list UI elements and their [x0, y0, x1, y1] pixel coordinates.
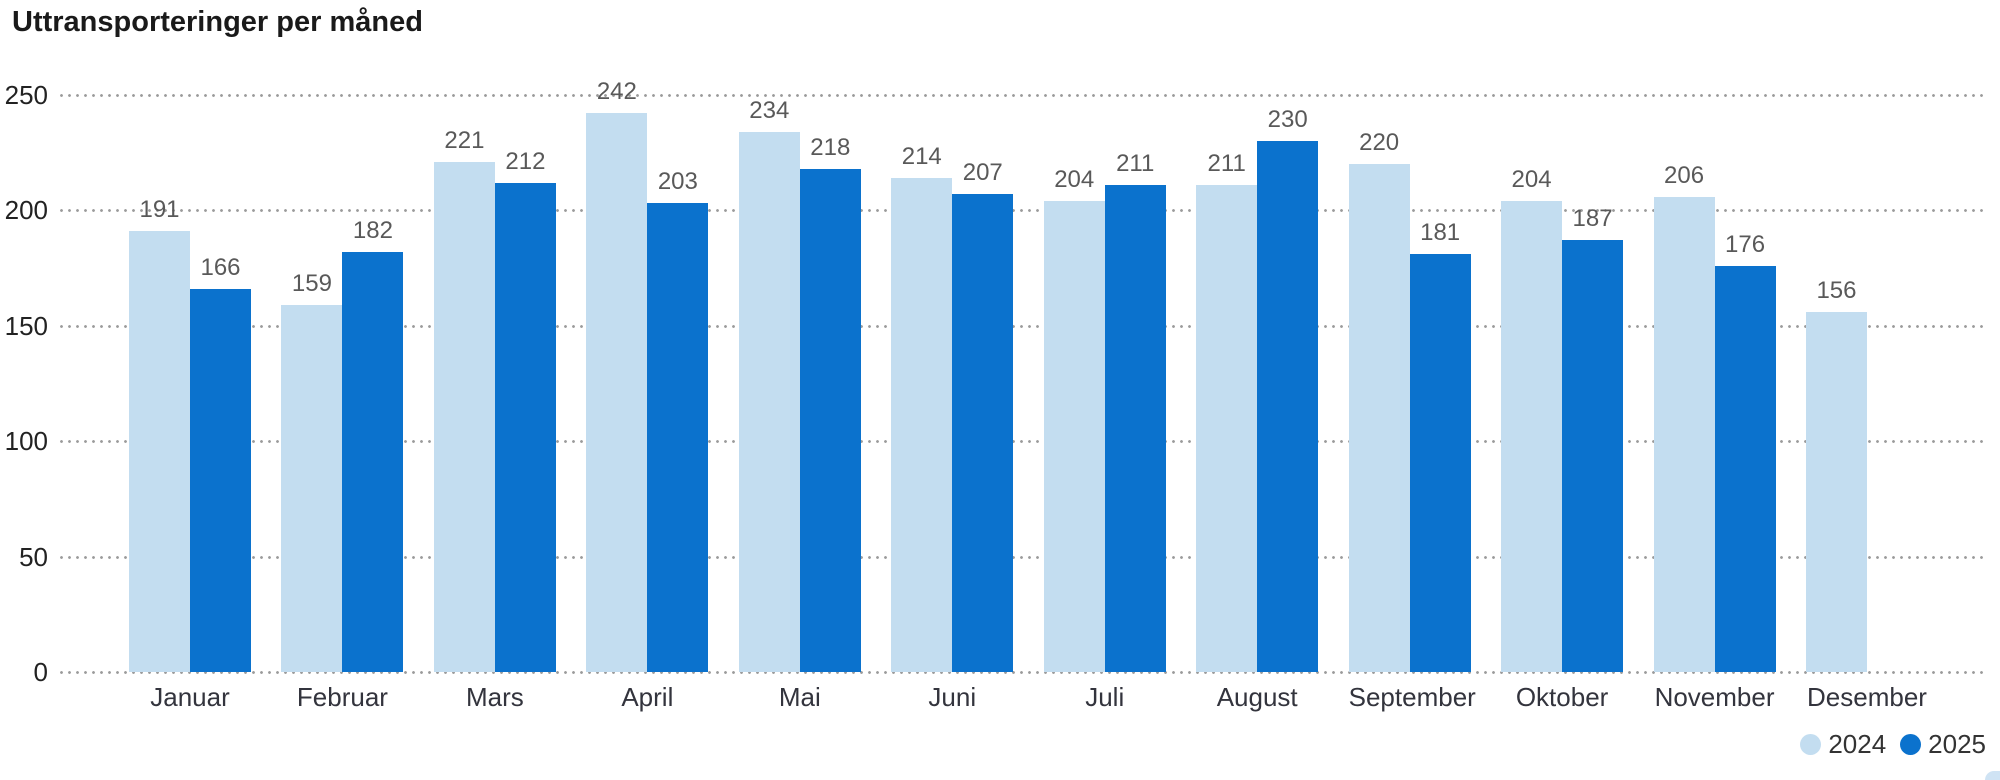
- bar-2025-april: [647, 203, 709, 672]
- bar-2025-mai: [799, 168, 861, 672]
- bar-2025-september: [1409, 254, 1471, 672]
- y-axis-tick-label: 200: [4, 195, 48, 226]
- bar-2025-februar: [342, 251, 404, 672]
- x-axis-label-januar: Januar: [150, 682, 230, 712]
- x-axis-label-desember: Desember: [1807, 682, 1927, 712]
- value-label-2024-november: 206: [1664, 161, 1705, 189]
- gridline-50: [60, 555, 1985, 559]
- x-axis-label-oktober: Oktober: [1515, 682, 1609, 712]
- value-label-2024-juni: 214: [901, 143, 942, 171]
- y-axis-tick-label: 100: [4, 426, 48, 457]
- value-label-2024-juli: 204: [1054, 166, 1095, 194]
- x-axis-label-februar: Februar: [296, 682, 388, 712]
- bar-2024-august: [1196, 185, 1258, 672]
- value-label-2025-august: 230: [1267, 106, 1308, 134]
- bar-2025-mars: [494, 182, 556, 672]
- value-label-2024-mai: 234: [749, 96, 790, 124]
- legend-label: 2024: [1828, 729, 1887, 759]
- value-label-2025-januar: 166: [200, 253, 241, 281]
- value-label-2025-mai: 218: [810, 133, 851, 161]
- value-label-2024-september: 220: [1359, 129, 1400, 157]
- legend-label: 2025: [1928, 729, 1986, 759]
- value-label-2025-september: 181: [1420, 219, 1461, 247]
- bar-2024-februar: [281, 305, 343, 672]
- value-label-2025-februar: 182: [352, 216, 393, 244]
- bar-2024-juni: [891, 178, 953, 672]
- value-label-2025-oktober: 187: [1572, 205, 1613, 233]
- y-axis-tick-label: 0: [33, 657, 48, 687]
- legend-item-2024: 2024: [1800, 729, 1886, 760]
- value-label-2024-desember: 156: [1816, 276, 1857, 304]
- value-label-2025-november: 176: [1725, 230, 1766, 258]
- gridline-200: [60, 209, 1985, 213]
- bar-2024-september: [1348, 164, 1410, 672]
- x-axis-label-august: August: [1216, 682, 1298, 712]
- bar-2025-januar: [190, 288, 251, 672]
- gridline-100: [60, 440, 1985, 444]
- gridline-150: [60, 324, 1985, 328]
- bar-2024-april: [586, 113, 648, 672]
- value-label-2024-februar: 159: [291, 270, 332, 298]
- value-label-2024-april: 242: [596, 78, 637, 106]
- corner-decoration: [1985, 771, 2000, 780]
- value-label-2024-august: 211: [1207, 150, 1246, 177]
- gridline-0: [60, 671, 1985, 674]
- gridline-250: [60, 94, 1985, 97]
- legend-dot-icon: [1900, 734, 1922, 755]
- value-label-2025-juni: 207: [962, 159, 1003, 187]
- legend-item-2025: 2025: [1900, 729, 1986, 760]
- value-label-2025-mars: 212: [505, 147, 546, 175]
- y-axis-tick-label: 150: [4, 310, 48, 341]
- bar-2024-mars: [433, 161, 495, 672]
- legend: 2024 2025: [1800, 729, 1986, 760]
- bar-2024-juli: [1043, 201, 1105, 672]
- bar-2024-november: [1653, 196, 1715, 672]
- x-axis-label-september: September: [1348, 682, 1476, 712]
- legend-dot-icon: [1800, 734, 1822, 755]
- bar-2025-oktober: [1562, 240, 1624, 672]
- value-label-2024-januar: 191: [139, 196, 180, 224]
- bar-2024-oktober: [1501, 201, 1563, 672]
- chart-title: Uttransporteringer per måned: [12, 6, 423, 38]
- x-axis-label-november: November: [1654, 682, 1775, 712]
- value-label-2024-oktober: 204: [1511, 166, 1552, 194]
- bar-2024-januar: [129, 231, 190, 672]
- value-label-2025-april: 203: [657, 168, 698, 196]
- x-axis-label-juli: Juli: [1085, 682, 1125, 712]
- x-axis-label-april: April: [621, 682, 674, 712]
- bar-2024-desember: [1805, 311, 1867, 672]
- value-label-2025-juli: 211: [1116, 150, 1155, 177]
- y-axis-tick-label: 250: [4, 80, 48, 110]
- bar-2025-juli: [1104, 185, 1166, 672]
- bar-2025-juni: [952, 194, 1014, 672]
- x-axis-label-juni: Juni: [928, 682, 977, 712]
- value-label-2024-mars: 221: [444, 126, 485, 154]
- bar-2025-november: [1714, 265, 1776, 672]
- bar-2024-mai: [738, 131, 800, 672]
- x-axis-label-mai: Mai: [778, 682, 821, 712]
- y-axis-tick-label: 50: [19, 541, 48, 572]
- x-axis-label-mars: Mars: [466, 682, 524, 712]
- bar-2025-august: [1257, 141, 1319, 672]
